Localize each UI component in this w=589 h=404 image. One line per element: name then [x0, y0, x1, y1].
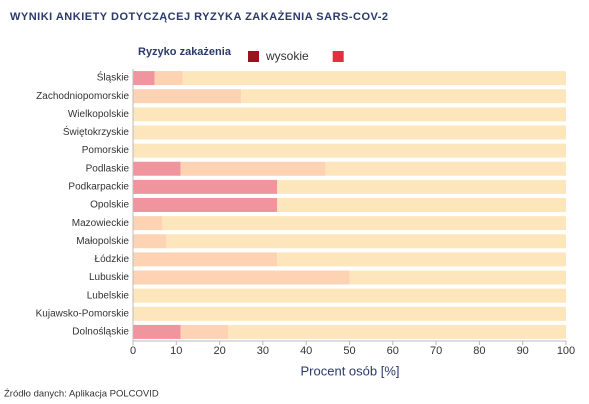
- y-tick-label: Podkarpackie: [68, 182, 129, 193]
- bar-segment: [133, 161, 181, 176]
- x-tick-label: 40: [300, 345, 312, 357]
- x-tick-label: 60: [387, 345, 399, 357]
- bar-segment: [133, 125, 566, 140]
- bar-segment: [133, 324, 181, 339]
- bar-segment: [166, 234, 566, 249]
- bar-segment: [325, 161, 566, 176]
- bar-segment: [182, 71, 567, 86]
- legend-title: Ryzyko zakażenia: [138, 46, 232, 58]
- y-tick-label: Łódzkie: [95, 254, 130, 265]
- bar-segment: [349, 270, 566, 285]
- bar-segment: [133, 71, 155, 86]
- x-tick-label: 80: [473, 345, 485, 357]
- bar-segment: [133, 234, 167, 249]
- bar-segment: [133, 198, 278, 212]
- bar-segment: [133, 252, 278, 267]
- y-tick-label: Lubuskie: [89, 272, 129, 283]
- y-tick-label: Opolskie: [90, 200, 129, 211]
- bar-segment: [133, 288, 566, 303]
- x-tick-label: 100: [557, 345, 575, 357]
- x-tick-label: 70: [430, 345, 442, 357]
- x-axis-label: Procent osób [%]: [301, 363, 400, 378]
- chart-title: WYNIKI ANKIETY DOTYCZĄCEJ RYZYKA ZAKAŻEN…: [10, 10, 389, 23]
- y-tick-label: Wielkopolskie: [68, 109, 130, 120]
- source-note: Źródło danych: Aplikacja POLCOVID: [4, 389, 159, 400]
- bar-segment: [228, 324, 566, 339]
- y-tick-label: Świętokrzyskie: [63, 125, 130, 138]
- legend-label: wysokie: [265, 49, 309, 63]
- y-tick-label: Małopolskie: [76, 236, 129, 247]
- y-tick-label: Lubelskie: [87, 290, 130, 301]
- x-tick-label: 90: [517, 345, 529, 357]
- bar-segment: [154, 71, 183, 86]
- y-tick-label: Kujawsko-Pomorskie: [36, 308, 130, 319]
- bar-segment: [133, 107, 566, 122]
- y-tick-label: Pomorskie: [82, 145, 130, 156]
- y-tick-label: Śląskie: [97, 71, 130, 84]
- bar-segment: [133, 216, 163, 231]
- bar-segment: [133, 143, 566, 158]
- legend-swatch: [248, 51, 259, 62]
- legend-swatch: [332, 51, 344, 62]
- y-tick-label: Podlaskie: [86, 163, 130, 174]
- x-tick-label: 30: [257, 345, 269, 357]
- bar-segment: [277, 198, 566, 212]
- bar-segment: [277, 179, 566, 194]
- bar-segment: [241, 89, 566, 104]
- y-tick-label: Mazowieckie: [72, 218, 130, 229]
- bar-segment: [133, 89, 242, 104]
- x-tick-label: 20: [213, 345, 225, 357]
- x-tick-label: 10: [170, 345, 182, 357]
- y-tick-label: Dolnośląskie: [72, 327, 129, 338]
- bar-segment: [180, 324, 229, 339]
- bar-segment: [180, 161, 326, 176]
- bar-segment: [162, 216, 567, 231]
- bar-segment: [133, 270, 350, 285]
- bar-segment: [133, 179, 278, 194]
- y-tick-label: Zachodniopomorskie: [36, 91, 129, 102]
- x-tick-label: 50: [343, 345, 355, 357]
- x-tick-label: 0: [130, 345, 136, 357]
- bar-segment: [133, 306, 566, 321]
- bar-segment: [277, 252, 566, 267]
